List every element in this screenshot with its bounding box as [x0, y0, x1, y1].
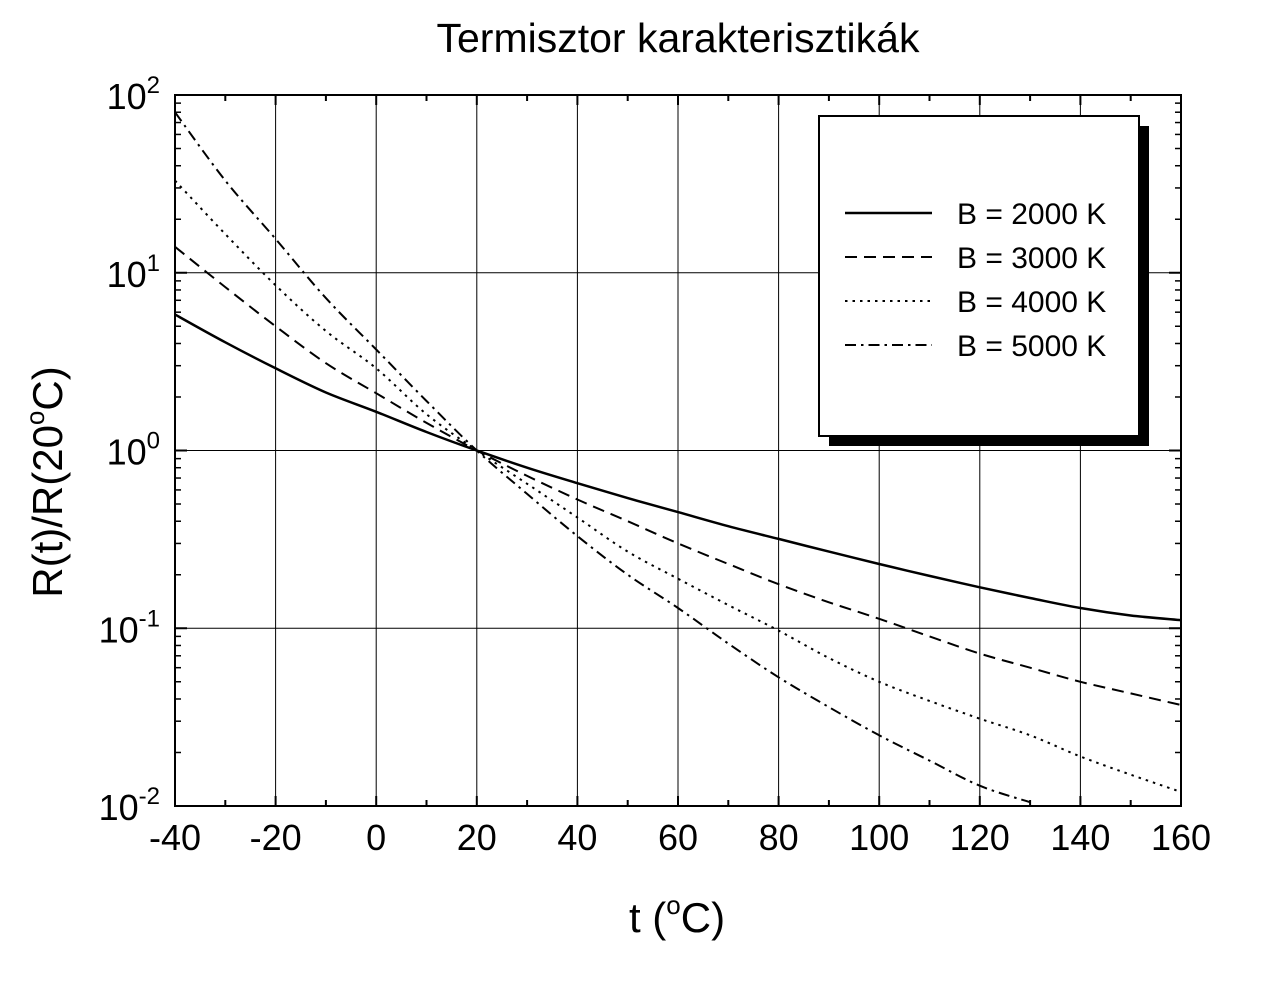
series-line-2 [175, 246, 1181, 706]
legend-label: B = 2000 K [957, 198, 1106, 231]
x-axis-label-sup: o [666, 890, 680, 920]
legend: B = 2000 K B = 3000 K B = 4000 K B = 5000 K [818, 115, 1149, 446]
legend-label: B = 3000 K [957, 242, 1106, 275]
x-tick-label: 100 [849, 817, 909, 858]
y-tick-label: 10-1 [99, 605, 160, 650]
x-tick-label: -20 [250, 817, 302, 858]
y-tick-label: 100 [107, 428, 160, 473]
y-tick-label: 101 [107, 250, 160, 295]
legend-label: B = 4000 K [957, 286, 1106, 319]
plot-series [175, 111, 1181, 804]
x-tick-label: 120 [950, 817, 1010, 858]
series-line-3 [175, 179, 1181, 793]
series-line-4 [175, 111, 1031, 804]
x-tick-label: 80 [759, 817, 799, 858]
series-line-1 [175, 313, 1181, 622]
x-tick-label: -40 [149, 817, 201, 858]
x-axis-label-end: C) [681, 894, 725, 941]
y-tick-labels: 10-2 10-1 100 101 102 [99, 72, 160, 828]
x-axis-label: t (oC) [629, 890, 725, 941]
x-tick-label: 0 [366, 817, 386, 858]
x-tick-label: 20 [457, 817, 497, 858]
x-tick-label: 140 [1050, 817, 1110, 858]
y-axis-label-main: R(t)/R(20 [24, 425, 71, 598]
legend-items: B = 2000 K B = 3000 K B = 4000 K B = 5000 K [845, 198, 1106, 363]
legend-box [818, 115, 1140, 437]
x-tick-labels: -40 -20 0 20 40 60 80 100 120 140 160 [149, 817, 1211, 858]
x-tick-label: 160 [1151, 817, 1211, 858]
x-tick-label: 40 [557, 817, 597, 858]
x-axis-label-main: t ( [629, 894, 666, 941]
y-axis-label-sup: o [20, 411, 50, 425]
y-axis-label: R(t)/R(20oC) [20, 366, 71, 597]
y-tick-label: 102 [107, 72, 160, 117]
axis-ticks [174, 94, 1182, 807]
x-tick-label: 60 [658, 817, 698, 858]
y-tick-label: 10-2 [99, 783, 160, 828]
legend-label: B = 5000 K [957, 330, 1106, 363]
y-axis-label-end: C) [24, 366, 71, 410]
chart-title: Termisztor karakterisztikák [437, 15, 920, 61]
